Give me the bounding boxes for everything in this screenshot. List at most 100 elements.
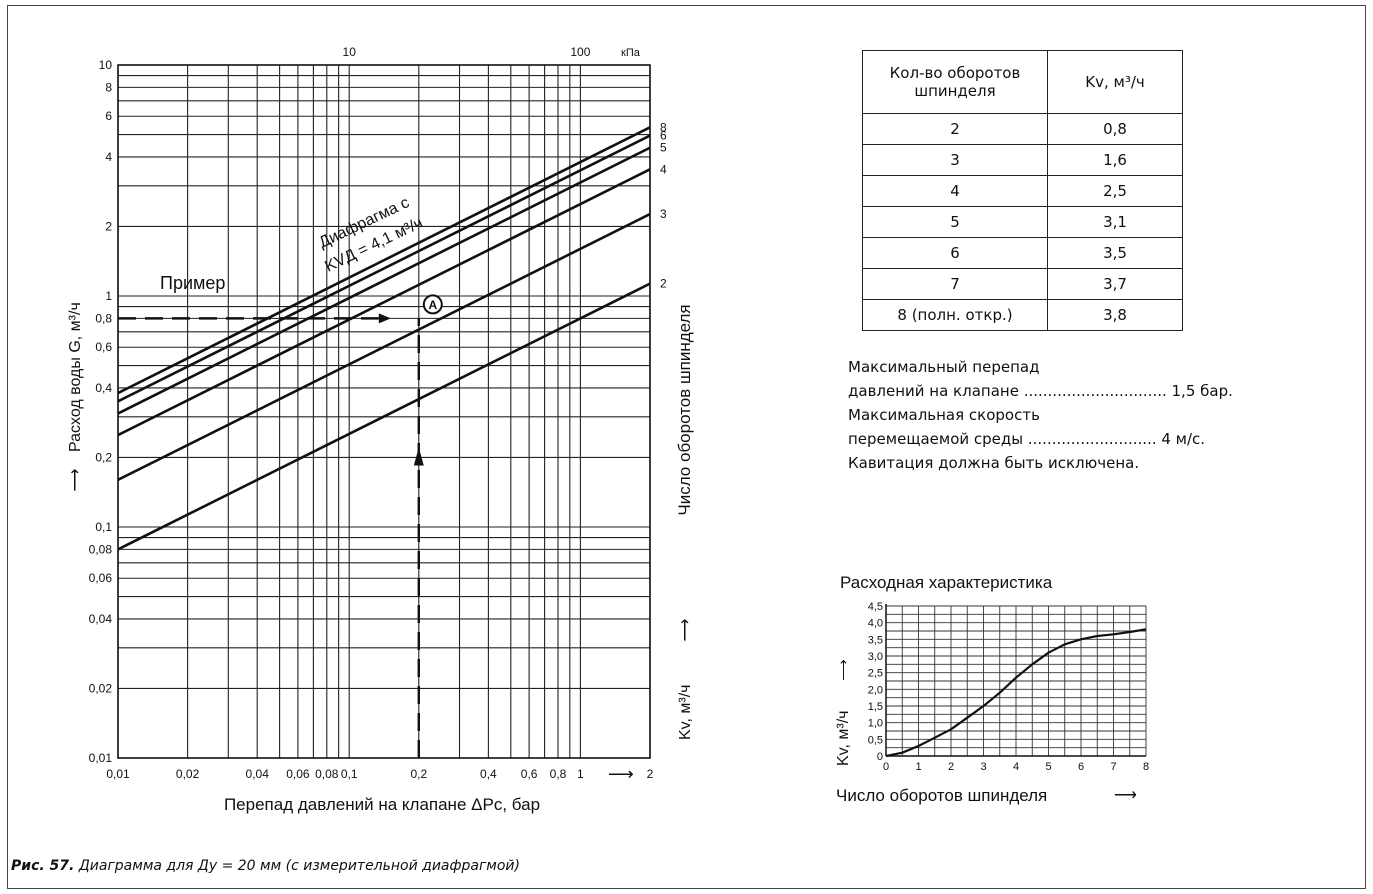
kv-table: Кол-во оборотов шпинделя Kv, м³/ч 2 0,8 3… [862,50,1183,331]
x-tick-label: 0,08 [315,767,339,781]
table-row: 3 1,6 [862,144,1183,176]
y-tick-label: 0,02 [89,681,113,695]
series-line-3 [117,212,651,482]
table-cell-turns: 8 (полн. откр.) [862,299,1048,331]
series-label-8: 8 [660,120,667,134]
x-tick-label: 0,4 [480,767,497,781]
right-lower-label: Kv, м³/ч [677,685,694,740]
table-cell-turns: 7 [862,268,1048,300]
series-line-5 [117,146,651,415]
x-tick-label: 0,8 [550,767,567,781]
y-tick-label: 0,6 [95,340,112,354]
y-tick-label: 0 [877,751,883,763]
flow-characteristic-chart: Расходная характеристика 0 1 2 3 4 5 6 7 8 0 0,5 1,… [835,573,1149,805]
y-tick-label: 4 [105,150,112,164]
y-tick-label: 0,2 [95,450,112,464]
x-tick-label: 2 [948,761,954,773]
x-tick-label: 1 [915,761,921,773]
x-axis-arrow: ⟶ [608,764,634,784]
table-cell-turns: 2 [862,113,1048,145]
table-cell-kv: 1,6 [1047,144,1183,176]
y-tick-label: 6 [105,109,112,123]
y-tick-label: 3,5 [868,634,883,646]
example-point-label: A [428,298,437,312]
series-label-5: 5 [660,141,667,155]
table-cell-turns: 3 [862,144,1048,176]
x-tick-label: 1 [577,767,584,781]
x-tick-label: 2 [647,767,654,781]
table-row: 4 2,5 [862,175,1183,207]
table-cell-kv: 2,5 [1047,175,1183,207]
note-line: перемещаемой среды .....................… [848,430,1206,448]
y-tick-label: 1 [105,289,112,303]
main-chart-example: A [118,294,443,758]
figure-caption: Рис. 57. Диаграмма для Ду = 20 мм (с изм… [11,858,520,874]
plot-border [117,64,651,759]
flow-chart-x-label: Число оборотов шпинделя [836,786,1047,805]
series-label-6: 6 [660,129,667,143]
right-lower-arrow: ⟶ [677,618,694,641]
note-line: давлений на клапане ....................… [848,382,1233,400]
kpa-tick-label: 10 [343,45,357,59]
x-tick-label: 0,04 [246,767,270,781]
note-line: Максимальный перепад [848,358,1040,376]
flow-chart-title: Расходная характеристика [840,573,1053,592]
x-tick-label: 0,6 [521,767,538,781]
main-chart-series [117,126,651,551]
y-tick-label: 10 [99,58,113,72]
y-tick-label: 1,0 [868,718,883,730]
flow-chart-series [885,628,1147,758]
y-tick-label: 4,0 [868,618,883,630]
table-row: 8 (полн. откр.) 3,8 [862,299,1183,331]
x-tick-label: 7 [1110,761,1116,773]
table-cell-kv: 3,7 [1047,268,1183,300]
x-tick-label: 0 [883,761,889,773]
x-tick-label: 0,06 [286,767,310,781]
example-arrowhead-up [413,447,424,466]
x-tick-label: 8 [1143,761,1149,773]
note-line: Кавитация должна быть исключена. [848,454,1140,472]
y-tick-label: 3,0 [868,651,883,663]
table-cell-turns: 4 [862,175,1048,207]
x-axis-label: Перепад давлений на клапане ΔPc, бар [224,795,540,814]
x-tick-label: 0,01 [106,767,130,781]
table-row: 7 3,7 [862,268,1183,300]
kv-table-header-kv: Kv, м³/ч [1047,50,1183,114]
x-tick-label: 0,2 [410,767,427,781]
table-cell-turns: 6 [862,237,1048,269]
note-line: Максимальная скорость [848,406,1040,424]
x-tick-label: 6 [1078,761,1084,773]
table-cell-kv: 0,8 [1047,113,1183,145]
y-axis-label: Расход воды G, м³/ч [67,302,84,452]
example-arrowhead-right [378,313,391,324]
flow-curve [885,628,1147,758]
series-label-4: 4 [660,162,667,176]
y-tick-label: 0,04 [89,612,113,626]
series-line-4 [117,168,651,437]
table-row: 6 3,5 [862,237,1183,269]
series-line-8 [117,126,651,395]
x-tick-label: 4 [1013,761,1019,773]
y-axis-arrow: ⟶ [67,468,84,491]
y-tick-label: 0,5 [868,734,883,746]
kv-table-header-turns: Кол-во оборотов шпинделя [862,50,1048,114]
y-tick-label: 0,8 [95,311,112,325]
table-row: 2 0,8 [862,113,1183,145]
main-chart-grid [117,64,651,759]
kpa-unit-label: кПа [621,47,641,59]
x-tick-label: 3 [980,761,986,773]
example-label: Пример [160,273,225,293]
caption-prefix: Рис. 57. [11,858,75,874]
series-line-2 [117,282,651,551]
series-line-6 [117,134,651,403]
specifications-notes: Максимальный перепад давлений на клапане… [848,355,1233,475]
table-row: 5 3,1 [862,206,1183,238]
x-tick-label: 0,1 [341,767,358,781]
main-chart-labels: 0,01 0,02 0,04 0,06 0,08 0,1 0,2 0,4 0,6 0,8 1 2 0,0… [89,45,667,781]
y-tick-label: 2,5 [868,668,883,680]
example-point-marker [422,294,443,315]
y-tick-label: 0,01 [89,751,113,765]
table-cell-turns: 5 [862,206,1048,238]
caption-text: Диаграмма для Ду = 20 мм (с измерительно… [74,858,520,874]
flow-chart-y-label: Kv, м³/ч [835,711,852,766]
